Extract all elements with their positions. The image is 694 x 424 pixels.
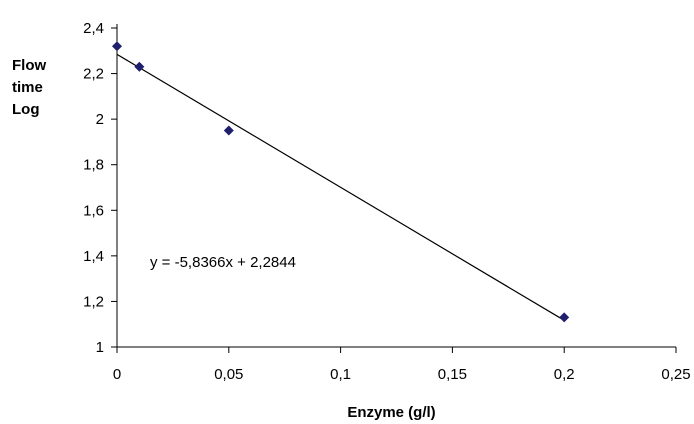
y-tick-label: 2,4 xyxy=(83,20,104,37)
data-point xyxy=(112,41,122,52)
y-axis-label: Flow time Log xyxy=(12,57,46,118)
y-tick-label: 2 xyxy=(96,111,104,128)
data-point xyxy=(223,125,234,136)
x-tick-label: 0 xyxy=(113,366,121,383)
x-ticks: 0 0,05 0,1 0,15 0,2 0,25 xyxy=(113,347,691,383)
data-point xyxy=(559,312,570,323)
y-tick-label: 2,2 xyxy=(83,66,104,83)
x-tick-label: 0,15 xyxy=(438,366,467,383)
x-tick-label: 0,1 xyxy=(330,366,351,383)
y-axis-label-line: time xyxy=(12,79,43,96)
data-points xyxy=(112,41,570,323)
trendline xyxy=(116,53,565,321)
x-tick-label: 0,05 xyxy=(214,366,243,383)
trendline-equation: y = -5,8366x + 2,2844 xyxy=(150,254,296,271)
data-point xyxy=(134,61,145,72)
x-axis-label: Enzyme (g/l) xyxy=(347,404,435,421)
y-tick-label: 1,2 xyxy=(83,293,104,310)
y-tick-label: 1,4 xyxy=(83,248,104,265)
y-tick-label: 1 xyxy=(96,339,104,356)
axes xyxy=(116,24,676,348)
x-tick-label: 0,2 xyxy=(554,366,575,383)
trendline-group xyxy=(116,53,565,321)
x-tick-label: 0,25 xyxy=(661,366,690,383)
y-axis-label-line: Flow xyxy=(12,57,46,74)
y-axis-label-line: Log xyxy=(12,101,40,118)
y-ticks: 1 1,2 1,4 1,6 1,8 2 2,2 2,4 xyxy=(83,20,117,356)
y-tick-label: 1,6 xyxy=(83,202,104,219)
y-tick-label: 1,8 xyxy=(83,157,104,174)
